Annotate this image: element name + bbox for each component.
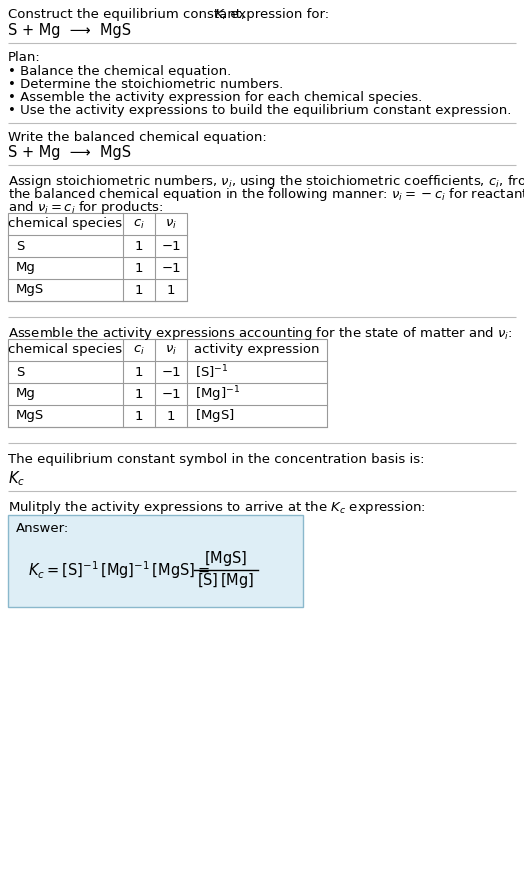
Text: 1: 1 bbox=[167, 283, 175, 296]
Text: Write the balanced chemical equation:: Write the balanced chemical equation: bbox=[8, 131, 267, 144]
Text: K: K bbox=[215, 8, 224, 21]
Text: Assign stoichiometric numbers, $\nu_i$, using the stoichiometric coefficients, $: Assign stoichiometric numbers, $\nu_i$, … bbox=[8, 173, 524, 190]
Text: −1: −1 bbox=[161, 240, 181, 252]
Text: 1: 1 bbox=[135, 261, 143, 274]
Text: • Assemble the activity expression for each chemical species.: • Assemble the activity expression for e… bbox=[8, 91, 422, 104]
Text: Mulitply the activity expressions to arrive at the $K_c$ expression:: Mulitply the activity expressions to arr… bbox=[8, 499, 426, 516]
Text: chemical species: chemical species bbox=[8, 343, 123, 357]
Text: $[\mathrm{S}]\,[\mathrm{Mg}]$: $[\mathrm{S}]\,[\mathrm{Mg}]$ bbox=[198, 572, 255, 590]
Text: S: S bbox=[16, 240, 25, 252]
Text: $[\mathrm{MgS}]$: $[\mathrm{MgS}]$ bbox=[195, 407, 235, 425]
FancyBboxPatch shape bbox=[8, 213, 187, 301]
Text: Mg: Mg bbox=[16, 388, 36, 401]
Text: Answer:: Answer: bbox=[16, 522, 69, 535]
Text: $K_c$: $K_c$ bbox=[8, 469, 25, 488]
FancyBboxPatch shape bbox=[8, 515, 303, 607]
Text: 1: 1 bbox=[135, 410, 143, 422]
Text: chemical species: chemical species bbox=[8, 218, 123, 230]
Text: $c_i$: $c_i$ bbox=[133, 218, 145, 231]
Text: The equilibrium constant symbol in the concentration basis is:: The equilibrium constant symbol in the c… bbox=[8, 453, 424, 466]
Text: Construct the equilibrium constant,: Construct the equilibrium constant, bbox=[8, 8, 249, 21]
Text: $[\mathrm{MgS}]$: $[\mathrm{MgS}]$ bbox=[204, 550, 248, 568]
Text: and $\nu_i = c_i$ for products:: and $\nu_i = c_i$ for products: bbox=[8, 199, 163, 216]
Text: $\nu_i$: $\nu_i$ bbox=[165, 343, 177, 357]
FancyBboxPatch shape bbox=[8, 339, 327, 427]
Text: $K_c = [\mathrm{S}]^{-1}\,[\mathrm{Mg}]^{-1}\,[\mathrm{MgS}] = $: $K_c = [\mathrm{S}]^{-1}\,[\mathrm{Mg}]^… bbox=[28, 559, 210, 581]
Text: 1: 1 bbox=[135, 366, 143, 379]
Text: 1: 1 bbox=[135, 388, 143, 401]
Text: 1: 1 bbox=[135, 283, 143, 296]
Text: the balanced chemical equation in the following manner: $\nu_i = -c_i$ for react: the balanced chemical equation in the fo… bbox=[8, 186, 524, 203]
Text: • Determine the stoichiometric numbers.: • Determine the stoichiometric numbers. bbox=[8, 78, 283, 91]
Text: $\nu_i$: $\nu_i$ bbox=[165, 218, 177, 231]
Text: $[\mathrm{S}]^{-1}$: $[\mathrm{S}]^{-1}$ bbox=[195, 363, 228, 381]
Text: , expression for:: , expression for: bbox=[222, 8, 329, 21]
Text: S: S bbox=[16, 366, 25, 379]
Text: MgS: MgS bbox=[16, 410, 44, 422]
Text: $[\mathrm{Mg}]^{-1}$: $[\mathrm{Mg}]^{-1}$ bbox=[195, 384, 240, 404]
Text: −1: −1 bbox=[161, 388, 181, 401]
Text: Plan:: Plan: bbox=[8, 51, 41, 64]
Text: 1: 1 bbox=[135, 240, 143, 252]
Text: S + Mg  ⟶  MgS: S + Mg ⟶ MgS bbox=[8, 145, 131, 160]
Text: 1: 1 bbox=[167, 410, 175, 422]
Text: Assemble the activity expressions accounting for the state of matter and $\nu_i$: Assemble the activity expressions accoun… bbox=[8, 325, 512, 342]
Text: activity expression: activity expression bbox=[194, 343, 320, 357]
Text: −1: −1 bbox=[161, 261, 181, 274]
Text: • Balance the chemical equation.: • Balance the chemical equation. bbox=[8, 65, 231, 78]
Text: Mg: Mg bbox=[16, 261, 36, 274]
Text: • Use the activity expressions to build the equilibrium constant expression.: • Use the activity expressions to build … bbox=[8, 104, 511, 117]
Text: $c_i$: $c_i$ bbox=[133, 343, 145, 357]
Text: S + Mg  ⟶  MgS: S + Mg ⟶ MgS bbox=[8, 23, 131, 38]
Text: MgS: MgS bbox=[16, 283, 44, 296]
Text: −1: −1 bbox=[161, 366, 181, 379]
